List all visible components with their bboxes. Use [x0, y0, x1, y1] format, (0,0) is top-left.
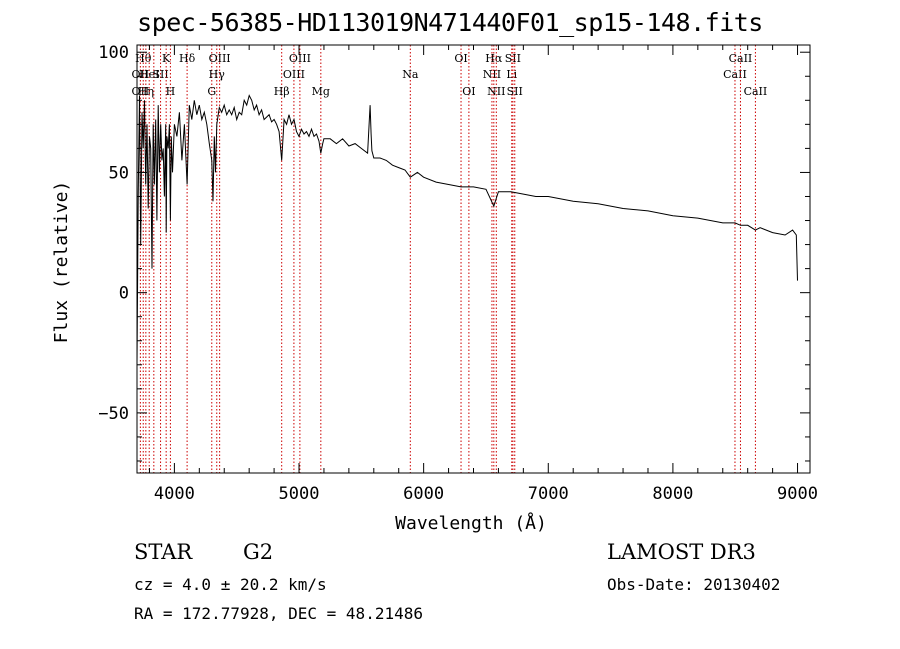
line-label: H [166, 85, 176, 98]
x-axis-label: Wavelength (Å) [395, 512, 547, 534]
line-label: K [162, 52, 171, 65]
plot-area: OIIOIIHθHηHeISIIKHHδGHγOIIIHβOIIIOIIIMgN… [98, 43, 818, 504]
line-label: HeI [139, 68, 159, 81]
line-label: OII [132, 85, 150, 98]
x-tick-label: 7000 [528, 484, 569, 504]
line-label: Li [506, 68, 517, 81]
line-label: SII [152, 68, 168, 81]
x-tick-label: 4000 [154, 484, 195, 504]
line-label: G [207, 85, 216, 98]
line-label: Hδ [179, 52, 196, 65]
line-label: Hα [485, 52, 503, 65]
line-label: Hβ [274, 85, 290, 98]
line-label: Hη [138, 85, 154, 98]
y-tick-label: 100 [98, 43, 129, 63]
redshift-cz: cz = 4.0 ± 20.2 km/s [134, 575, 327, 594]
survey-name: LAMOST DR3 [607, 540, 756, 564]
object-class: STAR [134, 540, 193, 564]
x-tick-label: 8000 [652, 484, 693, 504]
line-label: SII [507, 85, 523, 98]
x-tick-label: 9000 [777, 484, 818, 504]
line-label: CaII [744, 85, 768, 98]
line-label: SII [505, 52, 521, 65]
line-label: OII [132, 68, 150, 81]
line-label: CaII [729, 52, 753, 65]
line-label: OIII [283, 68, 305, 81]
plot-frame [136, 44, 811, 474]
x-tick-label: 6000 [403, 484, 444, 504]
line-label: NII [483, 68, 501, 81]
chart-title: spec-56385-HD113019N471440F01_sp15-148.f… [137, 8, 763, 37]
spectrum-line [136, 94, 798, 365]
line-label: OI [454, 52, 467, 65]
y-tick-label: 50 [109, 163, 129, 183]
y-tick-label: 0 [119, 284, 129, 304]
coordinates: RA = 172.77928, DEC = 48.21486 [134, 604, 423, 623]
line-label: Mg [312, 85, 330, 98]
line-label: NII [487, 85, 505, 98]
object-subclass: G2 [243, 540, 274, 564]
line-label: Hθ [135, 52, 152, 65]
x-tick-label: 5000 [279, 484, 320, 504]
line-label: Na [402, 68, 419, 81]
line-label: OIII [209, 52, 231, 65]
line-label: Hγ [209, 68, 226, 81]
y-axis-label: Flux (relative) [51, 181, 72, 344]
line-label: OI [462, 85, 475, 98]
y-tick-label: −50 [98, 404, 129, 424]
line-label: OIII [289, 52, 311, 65]
line-label: CaII [723, 68, 747, 81]
observation-date: Obs-Date: 20130402 [607, 575, 781, 594]
